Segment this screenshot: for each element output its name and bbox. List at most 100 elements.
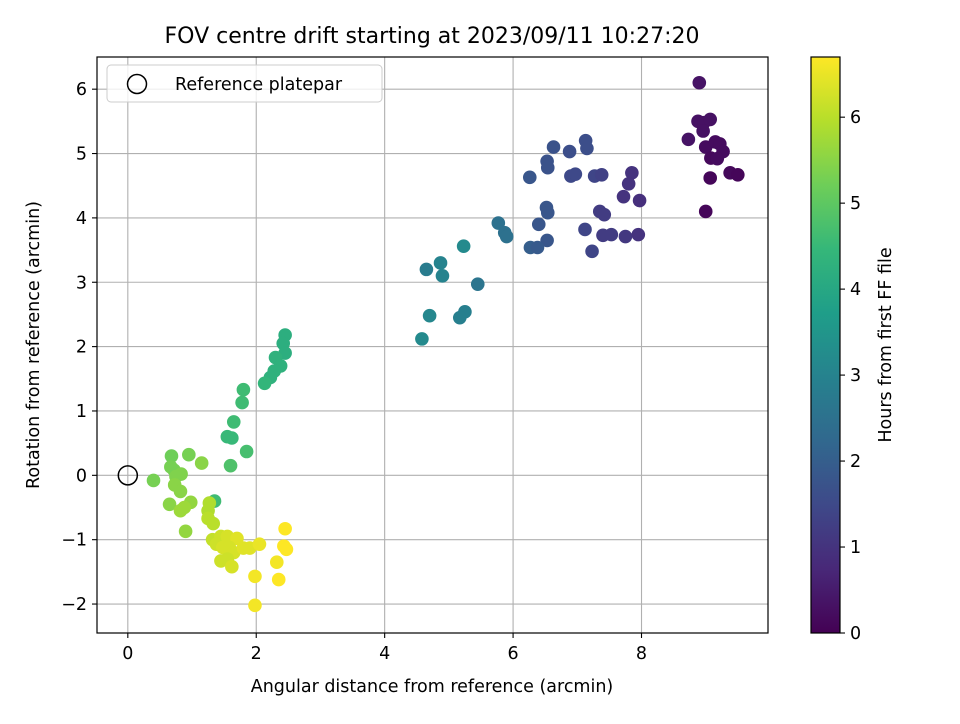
x-tick-label: 2 xyxy=(251,644,262,664)
chart-title: FOV centre drift starting at 2023/09/11 … xyxy=(165,24,700,49)
scatter-point xyxy=(540,205,555,220)
scatter-point xyxy=(546,140,561,154)
scatter-point xyxy=(419,262,434,277)
scatter-point xyxy=(422,308,437,323)
scatter-point xyxy=(173,484,188,499)
scatter-point xyxy=(692,75,707,90)
scatter-point xyxy=(632,193,647,208)
scatter-point xyxy=(531,217,546,232)
legend-label-reference-platepar: Reference platepar xyxy=(175,75,343,95)
scatter-point xyxy=(625,166,639,180)
scatter-point xyxy=(257,376,272,391)
scatter-point xyxy=(194,456,209,470)
scatter-point xyxy=(236,382,251,397)
x-tick-label: 4 xyxy=(379,644,390,664)
colorbar-label: Hours from first FF file xyxy=(876,247,896,442)
colorbar-gradient xyxy=(811,57,840,633)
x-tick-label: 6 xyxy=(508,644,519,664)
y-tick-label: 4 xyxy=(76,209,87,229)
scatter-point xyxy=(604,227,619,242)
scatter-point xyxy=(696,124,710,138)
colorbar-ticks: 0 1 2 3 4 5 6 xyxy=(840,108,861,644)
colorbar-tick-label: 0 xyxy=(850,624,861,644)
y-tick-label: 2 xyxy=(76,338,87,358)
colorbar-tick-label: 4 xyxy=(850,280,861,300)
colorbar-tick-label: 6 xyxy=(850,108,861,128)
scatter-point xyxy=(578,222,592,237)
scatter-point xyxy=(230,531,244,546)
legend-box xyxy=(106,64,383,103)
scatter-point xyxy=(278,521,292,536)
x-tick-label: 0 xyxy=(122,644,133,664)
legend: Reference platepar xyxy=(106,64,383,103)
scatter-point xyxy=(621,176,636,191)
colorbar-frame xyxy=(810,56,841,634)
scatter-points xyxy=(146,75,745,613)
colorbar-tick-label: 1 xyxy=(850,538,861,558)
y-axis-ticks: −2 −1 0 1 2 3 4 5 6 xyxy=(61,80,97,615)
colorbar-tick-label: 5 xyxy=(850,194,861,214)
scatter-point xyxy=(269,555,284,570)
plot-area xyxy=(97,57,768,633)
scatter-point xyxy=(433,256,448,270)
scatter-point xyxy=(206,516,221,531)
scatter-point xyxy=(164,449,179,463)
scatter-point xyxy=(530,240,545,255)
legend-marker-reference-platepar xyxy=(126,73,148,95)
scatter-point xyxy=(594,167,609,182)
grid-lines xyxy=(97,57,768,633)
scatter-point xyxy=(703,171,718,185)
y-axis-label: Rotation from reference (arcmin) xyxy=(24,201,44,489)
scatter-point xyxy=(415,332,429,346)
scatter-point xyxy=(182,447,196,462)
scatter-point xyxy=(580,141,594,156)
scatter-point xyxy=(452,310,467,325)
scatter-point xyxy=(223,458,238,473)
y-tick-label: 5 xyxy=(76,145,87,165)
scatter-point xyxy=(585,244,599,259)
scatter-point xyxy=(248,569,262,584)
scatter-point xyxy=(616,189,631,204)
scatter-point xyxy=(710,151,725,166)
scatter-point xyxy=(540,233,554,248)
y-tick-label: −1 xyxy=(61,531,87,551)
plot-frame xyxy=(96,56,769,634)
scatter-point xyxy=(540,160,555,175)
scatter-point xyxy=(279,542,294,557)
scatter-point xyxy=(568,167,583,181)
scatter-point xyxy=(252,537,267,551)
scatter-point xyxy=(239,444,254,459)
y-tick-label: 3 xyxy=(76,273,87,293)
y-tick-label: 6 xyxy=(76,80,87,100)
x-axis-label: Angular distance from reference (arcmin) xyxy=(251,677,614,697)
y-tick-label: 0 xyxy=(76,466,87,486)
colorbar-tick-label: 3 xyxy=(850,366,861,386)
scatter-point xyxy=(499,229,514,244)
scatter-point xyxy=(631,227,646,242)
colorbar: 0 1 2 3 4 5 6 Hours from first FF file xyxy=(810,56,896,644)
scatter-point xyxy=(597,207,612,222)
scatter-point xyxy=(470,277,485,291)
colorbar-tick-label: 2 xyxy=(850,452,861,472)
scatter-point xyxy=(681,132,696,147)
scatter-point xyxy=(456,239,471,254)
scatter-point xyxy=(698,204,713,219)
reference-platepar-marker xyxy=(117,465,139,486)
scatter-point xyxy=(235,395,249,410)
scatter-point xyxy=(177,500,192,515)
scatter-point xyxy=(491,216,506,230)
scatter-point xyxy=(271,572,286,587)
scatter-point xyxy=(178,524,193,539)
scatter-point xyxy=(226,415,241,429)
scatter-point xyxy=(225,559,239,574)
scatter-point xyxy=(225,431,239,445)
scatter-point xyxy=(562,144,577,159)
scatter-point xyxy=(248,598,262,613)
scatter-point xyxy=(703,112,718,127)
scatter-point xyxy=(435,269,450,283)
y-tick-label: −2 xyxy=(61,595,87,615)
scatter-point xyxy=(618,229,633,244)
y-tick-label: 1 xyxy=(76,402,87,422)
scatter-point xyxy=(522,170,537,185)
